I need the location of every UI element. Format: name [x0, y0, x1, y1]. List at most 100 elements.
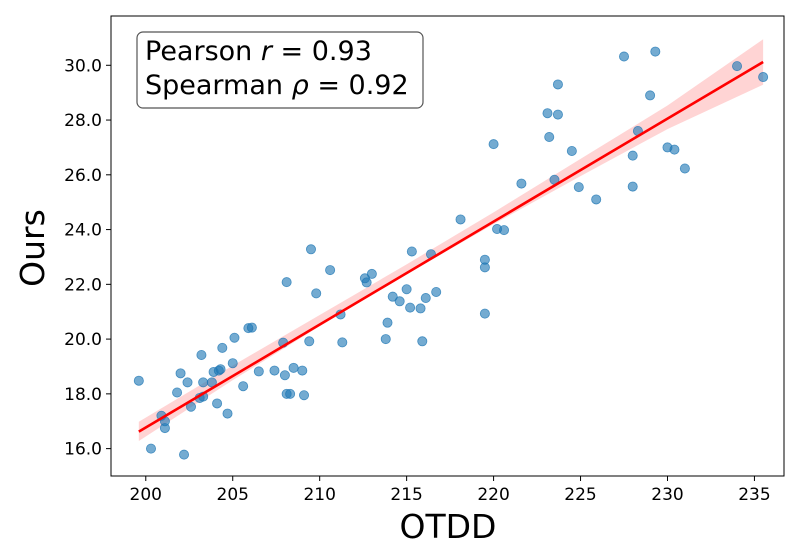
- data-point: [229, 332, 240, 343]
- data-point: [499, 225, 510, 236]
- x-ticks: 200 205 210 215 220 225 230 235: [130, 476, 771, 505]
- spearman-prefix: Spearman: [145, 70, 292, 101]
- stats-annotation: Pearson r = 0.93 Spearman ρ = 0.92: [136, 31, 424, 109]
- y-tick-label: 28.0: [64, 111, 102, 131]
- data-point: [650, 46, 661, 57]
- y-tick-label: 22.0: [64, 275, 102, 295]
- data-point: [281, 277, 292, 288]
- data-point: [552, 109, 563, 120]
- data-point: [758, 72, 769, 83]
- data-point: [311, 288, 322, 299]
- data-point: [552, 79, 563, 90]
- data-point: [573, 182, 584, 193]
- annotation-box: [136, 31, 424, 109]
- data-point: [382, 317, 393, 328]
- data-point: [217, 342, 228, 353]
- spearman-text: Spearman ρ = 0.92: [145, 70, 409, 101]
- data-point: [431, 286, 442, 297]
- data-point: [299, 390, 310, 401]
- data-point: [172, 387, 183, 398]
- y-tick-label: 16.0: [64, 440, 102, 460]
- y-axis-label: Ours: [13, 209, 52, 287]
- data-point: [669, 144, 680, 155]
- data-point: [380, 334, 391, 345]
- data-point: [304, 336, 315, 347]
- x-tick-label: 230: [651, 485, 683, 505]
- pearson-text: Pearson r = 0.93: [145, 36, 372, 67]
- data-point: [253, 366, 264, 377]
- data-point: [619, 51, 630, 62]
- data-point: [401, 284, 412, 295]
- data-point: [455, 214, 466, 225]
- data-point: [215, 364, 226, 375]
- x-tick-label: 225: [564, 485, 596, 505]
- data-point: [159, 423, 170, 434]
- data-point: [544, 132, 555, 143]
- fit-line: [138, 60, 764, 433]
- y-tick-label: 24.0: [64, 221, 102, 241]
- data-point: [269, 365, 280, 376]
- data-point: [732, 61, 743, 72]
- data-point: [297, 365, 308, 376]
- data-point: [279, 370, 290, 381]
- data-point: [420, 293, 431, 304]
- data-point: [406, 246, 417, 257]
- x-tick-label: 210: [303, 485, 335, 505]
- y-tick-label: 26.0: [64, 166, 102, 186]
- data-point: [325, 265, 336, 276]
- data-point: [366, 268, 377, 279]
- data-point: [179, 449, 190, 460]
- data-point: [246, 322, 257, 333]
- data-point: [591, 194, 602, 205]
- pearson-prefix: Pearson: [145, 36, 261, 67]
- x-tick-label: 215: [390, 485, 422, 505]
- data-point: [627, 181, 638, 192]
- data-point: [238, 381, 249, 392]
- y-tick-label: 20.0: [64, 330, 102, 350]
- y-ticks: 16.0 18.0 20.0 22.0 24.0 26.0 28.0 30.0: [64, 56, 111, 460]
- x-tick-label: 200: [130, 485, 162, 505]
- data-point: [222, 408, 233, 419]
- data-point: [285, 388, 296, 399]
- points-layer: [133, 46, 769, 460]
- data-point: [227, 358, 238, 369]
- x-tick-label: 235: [738, 485, 770, 505]
- data-point: [542, 108, 553, 119]
- data-point: [679, 163, 690, 174]
- data-point: [566, 145, 577, 156]
- data-point: [479, 308, 490, 319]
- x-tick-label: 220: [477, 485, 509, 505]
- y-tick-label: 18.0: [64, 385, 102, 405]
- data-point: [145, 443, 156, 454]
- data-point: [182, 377, 193, 388]
- data-point: [133, 375, 144, 386]
- x-axis-label: OTDD: [400, 507, 497, 546]
- data-point: [627, 150, 638, 161]
- data-point: [394, 296, 405, 307]
- plot-frame: [110, 15, 785, 477]
- data-point: [175, 368, 186, 379]
- data-point: [417, 336, 428, 347]
- pearson-var: r: [261, 36, 274, 67]
- x-tick-label: 205: [217, 485, 249, 505]
- data-point: [516, 178, 527, 189]
- data-point: [405, 302, 416, 313]
- spearman-var: ρ: [292, 70, 309, 101]
- data-point: [305, 244, 316, 255]
- data-point: [288, 362, 299, 373]
- data-point: [198, 377, 209, 388]
- data-point: [196, 349, 207, 360]
- data-point: [645, 90, 656, 101]
- data-point: [387, 291, 398, 302]
- y-tick-label: 30.0: [64, 56, 102, 76]
- spearman-value: = 0.92: [309, 70, 409, 101]
- pearson-value: = 0.93: [272, 36, 372, 67]
- fit-line-layer: [138, 60, 764, 433]
- data-point: [415, 303, 426, 314]
- data-point: [212, 398, 223, 409]
- data-point: [479, 262, 490, 273]
- data-point: [488, 139, 499, 150]
- data-point: [361, 277, 372, 288]
- data-point: [337, 337, 348, 348]
